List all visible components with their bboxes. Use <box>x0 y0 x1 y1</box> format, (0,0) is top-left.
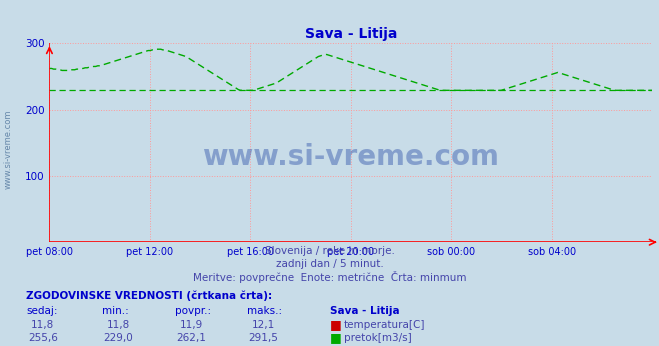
Text: 229,0: 229,0 <box>103 333 134 343</box>
Text: zadnji dan / 5 minut.: zadnji dan / 5 minut. <box>275 260 384 270</box>
Text: maks.:: maks.: <box>247 306 282 316</box>
Text: pretok[m3/s]: pretok[m3/s] <box>344 333 412 343</box>
Text: 11,9: 11,9 <box>179 320 203 330</box>
Text: Slovenija / reke in morje.: Slovenija / reke in morje. <box>264 246 395 256</box>
Text: 11,8: 11,8 <box>31 320 55 330</box>
Text: min.:: min.: <box>102 306 129 316</box>
Text: ■: ■ <box>330 331 341 344</box>
Text: www.si-vreme.com: www.si-vreme.com <box>3 109 13 189</box>
Text: 291,5: 291,5 <box>248 333 279 343</box>
Text: 255,6: 255,6 <box>28 333 58 343</box>
Text: 262,1: 262,1 <box>176 333 206 343</box>
Text: 11,8: 11,8 <box>107 320 130 330</box>
Text: povpr.:: povpr.: <box>175 306 211 316</box>
Text: sedaj:: sedaj: <box>26 306 58 316</box>
Text: Meritve: povprečne  Enote: metrične  Črta: minmum: Meritve: povprečne Enote: metrične Črta:… <box>192 271 467 283</box>
Title: Sava - Litija: Sava - Litija <box>304 27 397 41</box>
Text: Sava - Litija: Sava - Litija <box>330 306 399 316</box>
Text: www.si-vreme.com: www.si-vreme.com <box>202 143 500 171</box>
Text: ■: ■ <box>330 318 341 331</box>
Text: ZGODOVINSKE VREDNOSTI (črtkana črta):: ZGODOVINSKE VREDNOSTI (črtkana črta): <box>26 291 272 301</box>
Text: temperatura[C]: temperatura[C] <box>344 320 426 330</box>
Text: 12,1: 12,1 <box>252 320 275 330</box>
